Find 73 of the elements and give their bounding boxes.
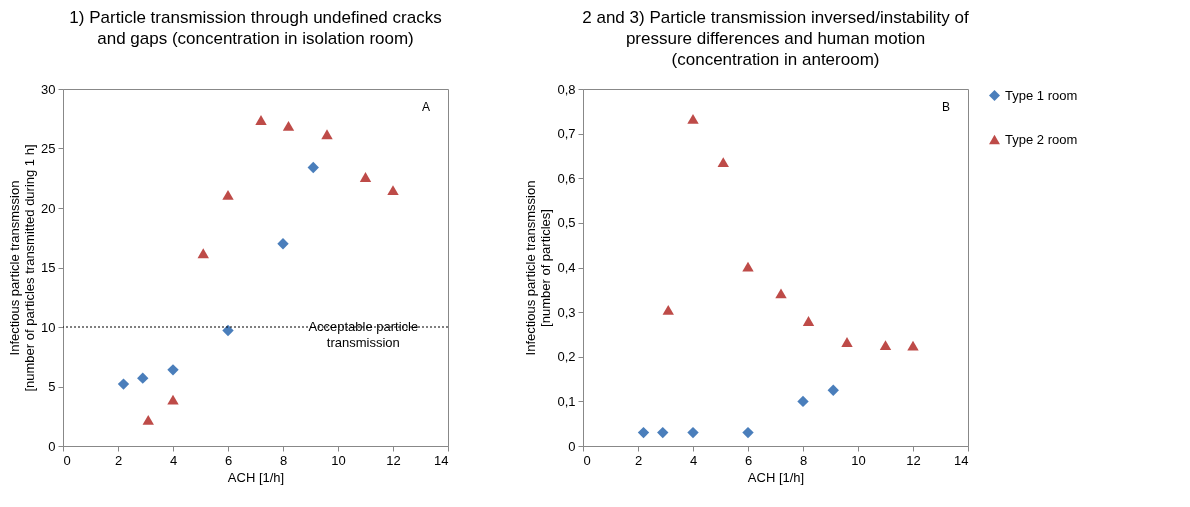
x-tick-label: 0: [583, 452, 591, 468]
point: [717, 157, 729, 168]
point: [307, 161, 319, 174]
point: [742, 426, 754, 439]
x-axis-title: ACH [1/h]: [747, 469, 805, 485]
chart-title: 2 and 3) Particle transmission inversed/instability of pressure differences and human motion (concentration in anteroom): [582, 8, 969, 69]
x-tick-label: 14: [434, 452, 449, 468]
y-tick-label: 0,7: [557, 126, 576, 142]
x-tick-label: 12: [906, 452, 921, 468]
point: [742, 261, 754, 272]
x-tick-label: 12: [386, 452, 401, 468]
annotation: A: [421, 100, 431, 114]
point: [907, 340, 919, 351]
point: [662, 304, 674, 315]
x-tick-label: 8: [799, 452, 808, 468]
point: [879, 340, 892, 351]
y-tick-label: 0,4: [557, 260, 576, 275]
x-tick-label: 6: [224, 452, 233, 468]
point: [277, 238, 289, 250]
x-tick-label: 6: [744, 452, 753, 468]
point: [142, 414, 154, 425]
point: [797, 395, 809, 408]
point: [137, 372, 149, 384]
ref-line-label: Acceptable particle transmission: [308, 319, 419, 350]
y-tick-label: 10: [41, 319, 56, 335]
point: [841, 337, 853, 347]
point: [387, 185, 399, 196]
point: [167, 394, 179, 405]
point: [827, 384, 839, 396]
x-tick-label: 8: [279, 452, 288, 468]
point: [687, 426, 699, 439]
y-tick-label: 20: [41, 200, 56, 216]
point: [775, 288, 787, 299]
x-tick-label: 4: [169, 452, 178, 468]
x-tick-label: 14: [954, 452, 969, 468]
point: [359, 172, 372, 182]
x-tick-label: 10: [851, 452, 866, 468]
x-tick-label: 10: [331, 452, 346, 468]
point: [222, 189, 234, 200]
point: [167, 364, 179, 376]
y-tick-label: 5: [48, 379, 56, 394]
y-tick-label: 25: [41, 141, 56, 156]
y-tick-label: 0,3: [557, 304, 576, 320]
y-axis-title: Infectious particle transmssion [number of particles transmitted during 1 h]: [7, 144, 38, 392]
y-tick-label: 0,1: [557, 393, 576, 409]
x-tick-label: 2: [634, 452, 643, 468]
point: [117, 378, 130, 390]
point: [282, 120, 295, 131]
point: [197, 248, 209, 259]
point: [657, 426, 669, 439]
x-axis-title: ACH [1/h]: [227, 469, 285, 485]
x-tick-label: 0: [63, 452, 71, 468]
point: [255, 115, 267, 125]
y-tick-label: 0,8: [557, 81, 576, 97]
x-tick-label: 4: [689, 452, 698, 468]
point: [802, 316, 815, 326]
y-tick-label: 30: [41, 81, 56, 97]
y-axis-title: Infectious particle transmssion [number of particles]: [523, 180, 554, 356]
y-tick-label: 15: [41, 260, 56, 275]
point: [321, 129, 333, 140]
y-tick-label: 0,6: [557, 170, 576, 186]
chart-title: 1) Particle transmission through undefined cracks and gaps (concentration in isolation room): [69, 8, 442, 48]
y-tick-label: 0: [48, 438, 56, 454]
y-tick-label: 0: [568, 438, 576, 454]
point: [637, 426, 650, 439]
y-tick-label: 0,5: [557, 215, 576, 231]
point: [687, 113, 699, 124]
annotation: B: [941, 100, 951, 114]
y-tick-label: 0,2: [557, 349, 576, 365]
legend-label: Type 1 room: [1005, 87, 1078, 103]
point: [222, 324, 234, 337]
legend-label: Type 2 room: [1005, 131, 1078, 147]
x-tick-label: 2: [114, 452, 123, 468]
